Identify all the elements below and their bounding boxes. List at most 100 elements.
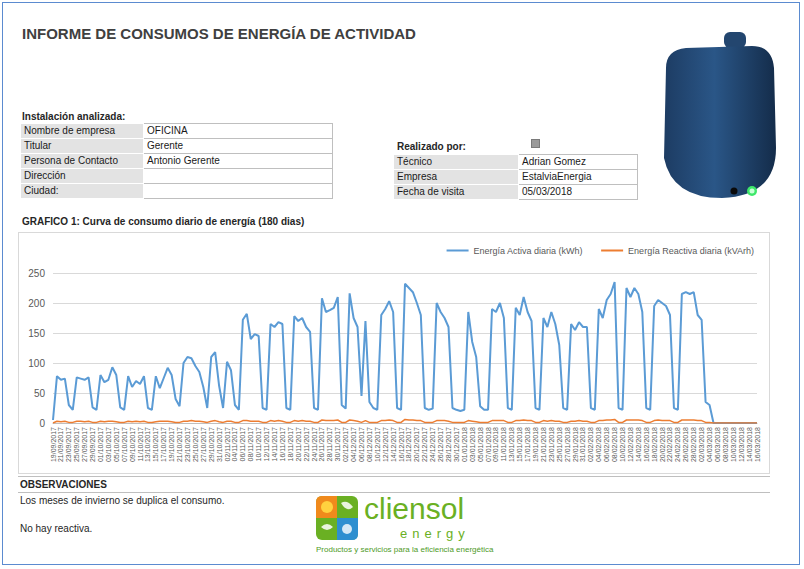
svg-text:21/01/2018: 21/01/2018 [540,427,547,462]
svg-text:09/01/2018: 09/01/2018 [492,427,499,462]
svg-text:31/01/2018: 31/01/2018 [579,427,586,462]
svg-text:10/11/2017: 10/11/2017 [255,427,262,462]
svg-text:11/01/2018: 11/01/2018 [500,427,507,462]
svg-text:23/09/2017: 23/09/2017 [65,427,72,462]
svg-text:Energía Activa diaria (kWh): Energía Activa diaria (kWh) [474,246,583,256]
svg-text:22/02/2018: 22/02/2018 [666,427,673,462]
svg-text:19/10/2017: 19/10/2017 [168,427,175,462]
svg-text:02/02/2018: 02/02/2018 [587,427,594,462]
svg-text:04/03/2018: 04/03/2018 [706,427,713,462]
svg-text:06/03/2018: 06/03/2018 [714,427,721,462]
svg-text:02/12/2017: 02/12/2017 [342,427,349,462]
svg-text:10/03/2018: 10/03/2018 [730,427,737,462]
svg-text:04/12/2017: 04/12/2017 [350,427,357,462]
svg-text:31/10/2017: 31/10/2017 [216,427,223,462]
svg-text:100: 100 [28,358,45,369]
svg-text:27/01/2018: 27/01/2018 [564,427,571,462]
svg-text:12/11/2017: 12/11/2017 [263,427,270,462]
svg-text:08/12/2017: 08/12/2017 [366,427,373,462]
svg-text:15/01/2018: 15/01/2018 [516,427,523,462]
svg-text:22/11/2017: 22/11/2017 [303,427,310,462]
svg-text:21/10/2017: 21/10/2017 [176,427,183,462]
svg-text:20/11/2017: 20/11/2017 [295,427,302,462]
svg-text:24/11/2017: 24/11/2017 [311,427,318,462]
svg-text:18/12/2017: 18/12/2017 [405,427,412,462]
svg-text:14/11/2017: 14/11/2017 [271,427,278,462]
svg-text:150: 150 [28,328,45,339]
svg-text:02/03/2018: 02/03/2018 [698,427,705,462]
svg-text:01/01/2018: 01/01/2018 [461,427,468,462]
svg-text:16/12/2017: 16/12/2017 [398,427,405,462]
svg-text:30/12/2017: 30/12/2017 [453,427,460,462]
svg-text:05/01/2018: 05/01/2018 [477,427,484,462]
svg-text:29/10/2017: 29/10/2017 [208,427,215,462]
svg-text:15/10/2017: 15/10/2017 [152,427,159,462]
svg-text:06/12/2017: 06/12/2017 [358,427,365,462]
svg-text:06/11/2017: 06/11/2017 [239,427,246,462]
svg-text:19/01/2018: 19/01/2018 [532,427,539,462]
svg-text:24/02/2018: 24/02/2018 [674,427,681,462]
svg-text:29/01/2018: 29/01/2018 [572,427,579,462]
svg-text:200: 200 [28,298,45,309]
svg-text:16/02/2018: 16/02/2018 [643,427,650,462]
svg-text:08/03/2018: 08/03/2018 [722,427,729,462]
svg-text:16/03/2018: 16/03/2018 [754,427,761,462]
svg-text:06/02/2018: 06/02/2018 [603,427,610,462]
svg-text:20/12/2017: 20/12/2017 [413,427,420,462]
svg-text:16/11/2017: 16/11/2017 [279,427,286,462]
svg-text:27/10/2017: 27/10/2017 [200,427,207,462]
svg-text:08/02/2018: 08/02/2018 [611,427,618,462]
svg-text:26/12/2017: 26/12/2017 [437,427,444,462]
svg-text:12/12/2017: 12/12/2017 [382,427,389,462]
svg-text:13/01/2018: 13/01/2018 [508,427,515,462]
svg-text:17/10/2017: 17/10/2017 [160,427,167,462]
svg-text:25/10/2017: 25/10/2017 [192,427,199,462]
svg-text:02/11/2017: 02/11/2017 [224,427,231,462]
svg-text:04/02/2018: 04/02/2018 [595,427,602,462]
svg-text:0: 0 [39,418,45,429]
svg-text:30/11/2017: 30/11/2017 [334,427,341,462]
svg-text:10/02/2018: 10/02/2018 [619,427,626,462]
svg-text:11/10/2017: 11/10/2017 [137,427,144,462]
svg-text:12/02/2018: 12/02/2018 [627,427,634,462]
svg-text:09/10/2017: 09/10/2017 [129,427,136,462]
svg-text:03/01/2018: 03/01/2018 [469,427,476,462]
svg-text:18/02/2018: 18/02/2018 [651,427,658,462]
svg-text:10/12/2017: 10/12/2017 [374,427,381,462]
svg-text:22/12/2017: 22/12/2017 [421,427,428,462]
svg-text:Energía Reactiva diaria (kVArh: Energía Reactiva diaria (kVArh) [628,246,754,256]
svg-text:50: 50 [34,388,46,399]
svg-text:19/09/2017: 19/09/2017 [50,427,57,462]
svg-text:03/10/2017: 03/10/2017 [105,427,112,462]
svg-text:250: 250 [28,268,45,279]
svg-text:14/03/2018: 14/03/2018 [746,427,753,462]
svg-text:25/01/2018: 25/01/2018 [556,427,563,462]
svg-text:28/11/2017: 28/11/2017 [326,427,333,462]
svg-text:01/10/2017: 01/10/2017 [97,427,104,462]
svg-text:26/02/2018: 26/02/2018 [682,427,689,462]
svg-text:24/12/2017: 24/12/2017 [429,427,436,462]
svg-text:18/11/2017: 18/11/2017 [287,427,294,462]
svg-text:20/02/2018: 20/02/2018 [659,427,666,462]
svg-text:26/11/2017: 26/11/2017 [318,427,325,462]
svg-text:28/02/2018: 28/02/2018 [690,427,697,462]
svg-text:28/12/2017: 28/12/2017 [445,427,452,462]
svg-text:12/03/2018: 12/03/2018 [738,427,745,462]
svg-text:17/01/2018: 17/01/2018 [524,427,531,462]
svg-text:14/02/2018: 14/02/2018 [635,427,642,462]
svg-text:25/09/2017: 25/09/2017 [73,427,80,462]
svg-text:29/09/2017: 29/09/2017 [89,427,96,462]
svg-text:05/10/2017: 05/10/2017 [113,427,120,462]
html-text:cliensol: cliensol [364,492,465,525]
svg-text:23/10/2017: 23/10/2017 [184,427,191,462]
svg-text:04/11/2017: 04/11/2017 [231,427,238,462]
svg-text:23/01/2018: 23/01/2018 [548,427,555,462]
svg-text:07/01/2018: 07/01/2018 [485,427,492,462]
svg-text:21/09/2017: 21/09/2017 [57,427,64,462]
svg-text:07/10/2017: 07/10/2017 [121,427,128,462]
svg-text:27/09/2017: 27/09/2017 [81,427,88,462]
svg-text:13/10/2017: 13/10/2017 [144,427,151,462]
svg-text:08/11/2017: 08/11/2017 [247,427,254,462]
svg-text:14/12/2017: 14/12/2017 [390,427,397,462]
html-text:INFORME DE CONSUMOS DE ENERGÍA: INFORME DE CONSUMOS DE ENERGÍA DE ACTIVI… [22,25,416,42]
